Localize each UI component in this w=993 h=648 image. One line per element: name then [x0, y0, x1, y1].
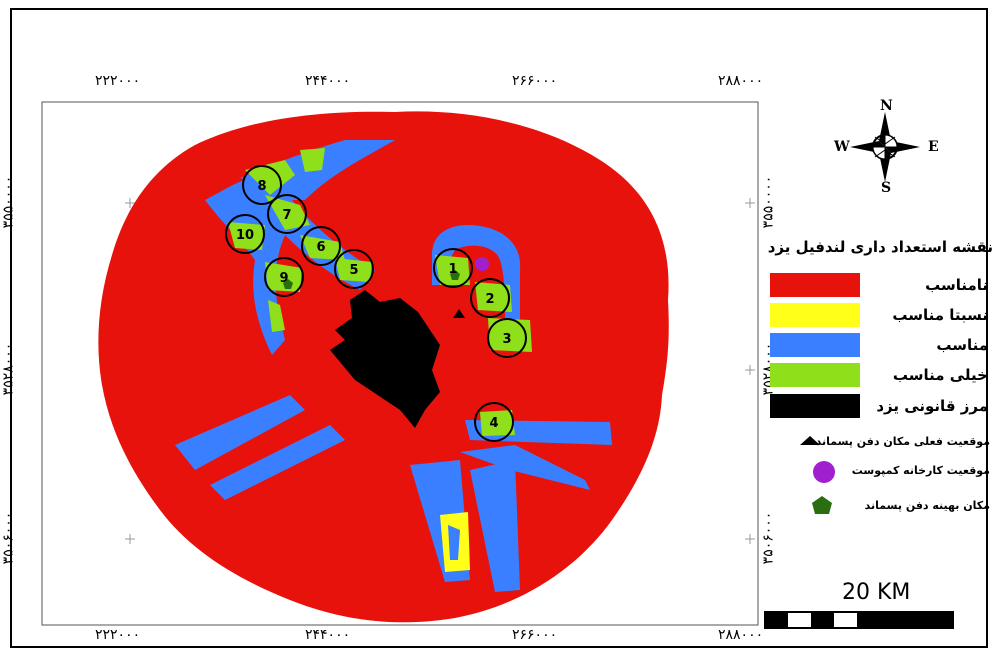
legend-swatch — [770, 363, 860, 387]
triangle-icon — [800, 436, 820, 445]
site-label: 10 — [236, 228, 254, 243]
legend-swatch — [770, 333, 860, 357]
legend-symbol-label: موقعیت فعلی مکان دفن پسماند — [815, 435, 990, 448]
compass-north: N — [880, 98, 893, 114]
circle-icon — [813, 461, 835, 483]
legend-label: نسبتا مناسب — [892, 306, 988, 324]
compass-south: S — [881, 180, 892, 196]
coord-bottom: ۲۲۲۰۰۰ — [95, 627, 141, 643]
city-boundary — [330, 290, 440, 428]
current-landfill-triangle — [453, 309, 465, 318]
scale-label: 20 KM — [842, 580, 911, 605]
legend-label: خیلی مناسب — [892, 366, 988, 384]
scale-bar — [764, 611, 954, 629]
site-label: 4 — [489, 416, 498, 431]
coord-bottom: ۲۸۸۰۰۰ — [718, 627, 764, 643]
north-arrow-icon — [850, 112, 920, 182]
coord-top: ۲۸۸۰۰۰ — [718, 73, 764, 89]
legend-symbol-label: مکان بهینه دفن پسماند — [864, 499, 990, 512]
legend-swatch — [770, 273, 860, 297]
coord-left: ۳۵۵۰۰۰۰ — [0, 175, 17, 229]
coord-right: ۳۵۵۰۰۰۰ — [760, 175, 777, 229]
coord-top: ۲۶۶۰۰۰ — [512, 73, 558, 89]
compass-east: E — [928, 139, 939, 155]
compass-west: W — [834, 139, 850, 155]
site-numbers: 1 2 3 4 5 6 7 8 9 10 — [236, 179, 512, 431]
site-label: 1 — [448, 262, 457, 277]
legend-label: مرز قانونی یزد — [876, 397, 988, 415]
coord-top: ۲۴۴۰۰۰ — [305, 73, 351, 89]
site-label: 5 — [349, 263, 358, 278]
moderately-suitable-patches — [440, 512, 470, 572]
site-label: 9 — [279, 271, 288, 286]
coord-bottom: ۲۴۴۰۰۰ — [305, 627, 351, 643]
legend-title: نقشه استعداد داری لندفیل یزد — [767, 238, 993, 256]
site-label: 8 — [257, 179, 266, 194]
compost-factory-marker — [475, 257, 489, 271]
legend-symbol-label: موقعیت کارخانه کمپوست — [851, 464, 990, 477]
site-circles — [225, 165, 527, 442]
site-label: 6 — [316, 240, 325, 255]
site-label: 7 — [282, 208, 291, 223]
site-label: 3 — [502, 332, 511, 347]
coord-right: ۳۵۰۶۰۰۰ — [760, 511, 777, 565]
coord-left: ۳۵۰۶۰۰۰ — [0, 511, 17, 565]
legend-label: مناسب — [936, 336, 988, 354]
legend-label: نامناسب — [925, 276, 988, 294]
coord-left: ۳۵۲۸۰۰۰ — [0, 342, 17, 396]
very-suitable-patches — [228, 148, 532, 436]
coord-bottom: ۲۶۶۰۰۰ — [512, 627, 558, 643]
optimum-site-markers — [283, 270, 460, 289]
site-label: 2 — [485, 292, 494, 307]
coord-top: ۲۲۲۰۰۰ — [95, 73, 141, 89]
pentagon-icon — [812, 496, 832, 514]
legend-swatch — [770, 394, 860, 418]
legend-swatch — [770, 303, 860, 327]
